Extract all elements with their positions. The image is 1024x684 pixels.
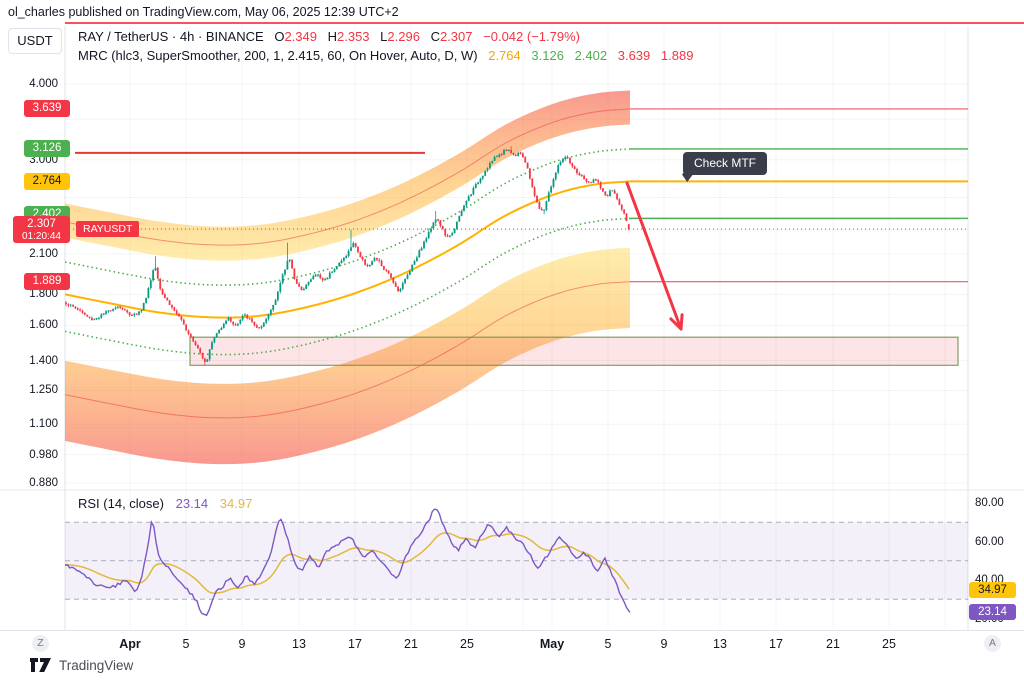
time-axis-label: 21: [826, 637, 840, 651]
support-zone: [189, 336, 959, 366]
time-axis-label: May: [539, 637, 565, 651]
rsi-legend: RSI (14, close) 23.14 34.97: [78, 496, 252, 511]
price-line-symbol-tag: RAYUSDT: [76, 221, 140, 237]
close-value: 2.307: [439, 29, 473, 44]
time-axis-label: 9: [660, 637, 668, 651]
symbol-title: RAY / TetherUS · 4h · BINANCE: [78, 29, 264, 44]
candle-bodies-up: [69, 149, 614, 362]
auto-scale-button[interactable]: A: [984, 635, 1001, 652]
rsi-line: [65, 508, 631, 617]
high-value: 2.353: [337, 29, 370, 44]
price-axis-label: 1.250: [27, 384, 60, 396]
mrc-r2-value: 3.639: [617, 48, 651, 63]
rsi-ma-line: [65, 532, 630, 594]
candle-bodies-down: [65, 149, 630, 362]
mrc-r1-value: 3.126: [531, 48, 564, 63]
mrc-lower-band: [65, 247, 630, 465]
currency-toggle-button[interactable]: USDT: [8, 28, 62, 54]
rsi-ma-badge: 34.97: [969, 582, 1016, 598]
price-badge-mean: 2.764: [24, 173, 70, 190]
time-axis-label: 17: [348, 637, 362, 651]
mrc-s1-value: 2.402: [574, 48, 608, 63]
time-axis-label: 21: [404, 637, 418, 651]
rsi-title: RSI (14, close): [78, 496, 164, 511]
time-axis-label: 9: [238, 637, 246, 651]
gridlines: [65, 26, 968, 629]
rsi-axis-label: 60.00: [975, 536, 1004, 548]
tradingview-branding[interactable]: TradingView: [30, 658, 133, 673]
price-axis-label: 1.100: [27, 418, 60, 430]
price-axis-label: 1.400: [27, 355, 60, 367]
last-price-badge: 2.307 01:20:44: [13, 216, 70, 243]
time-axis-label: 13: [292, 637, 306, 651]
time-axis-label: 25: [460, 637, 474, 651]
price-axis-label: 0.880: [27, 477, 60, 489]
indicator-legend-row: MRC (hlc3, SuperSmoother, 200, 1, 2.415,…: [78, 46, 693, 65]
rsi-pane: [65, 508, 968, 617]
brand-name: TradingView: [59, 658, 134, 673]
time-axis-label: 5: [182, 637, 190, 651]
last-price-value: 2.307: [27, 218, 56, 230]
check-mtf-callout: Check MTF: [683, 152, 768, 175]
price-axis-label: 4.000: [27, 78, 60, 90]
rsi-value-badge: 23.14: [969, 604, 1016, 620]
rsi-value: 23.14: [175, 496, 209, 511]
tradingview-logo-icon: [30, 658, 51, 672]
chart-legend: RAY / TetherUS · 4h · BINANCE O2.349 H2.…: [78, 27, 693, 65]
mrc-zone1-upper: [65, 148, 631, 286]
price-badge-zone2-upper: 3.639: [24, 100, 70, 117]
mrc-upper-band: [65, 90, 630, 261]
open-value: 2.349: [284, 29, 317, 44]
rsi-axis-label: 80.00: [975, 497, 1004, 509]
bar-countdown: 01:20:44: [22, 231, 61, 242]
indicator-title: MRC (hlc3, SuperSmoother, 200, 1, 2.415,…: [78, 48, 478, 63]
price-axis-label: 3.000: [27, 154, 60, 166]
close-label: C: [430, 29, 440, 44]
time-axis-label: 17: [769, 637, 783, 651]
rsi-ma-value: 34.97: [219, 496, 253, 511]
projection-arrow: [625, 181, 684, 331]
price-scale[interactable]: 4.000 3.000 2.100 1.800 1.600 1.400 1.250 1.100…: [0, 0, 62, 630]
top-separator: [65, 22, 1024, 24]
price-axis-label: 1.800: [27, 288, 60, 300]
high-label: H: [327, 29, 337, 44]
price-badge-zone1-upper: 3.126: [24, 140, 70, 157]
mrc-mean-value: 2.764: [488, 48, 521, 63]
mrc-zone1-lower: [65, 217, 631, 356]
publish-info: ol_charles published on TradingView.com,…: [8, 5, 399, 19]
price-axis-label: 2.100: [27, 248, 60, 260]
time-scale[interactable]: Z A Apr 5 9 13 17 21 25 May 5 9 13 17 21 25: [0, 630, 1024, 657]
price-axis-label: 0.980: [27, 449, 60, 461]
pane-borders: [0, 26, 1024, 630]
low-value: 2.296: [387, 29, 420, 44]
mrc-s2-value: 1.889: [660, 48, 694, 63]
main-pane: [65, 90, 968, 465]
mrc-mean-line: [65, 180, 631, 319]
price-badge-zone2-lower: 1.889: [24, 273, 70, 290]
price-axis-label: 1.600: [27, 319, 60, 331]
low-label: L: [380, 29, 388, 44]
time-axis-label: 5: [604, 637, 612, 651]
time-axis-label: 25: [882, 637, 896, 651]
time-axis-label: Apr: [119, 637, 141, 651]
timezone-button[interactable]: Z: [32, 635, 49, 652]
open-label: O: [274, 29, 285, 44]
symbol-legend-row: RAY / TetherUS · 4h · BINANCE O2.349 H2.…: [78, 27, 693, 46]
change-value: −0.042 (−1.79%): [483, 29, 580, 44]
time-axis-label: 13: [713, 637, 727, 651]
